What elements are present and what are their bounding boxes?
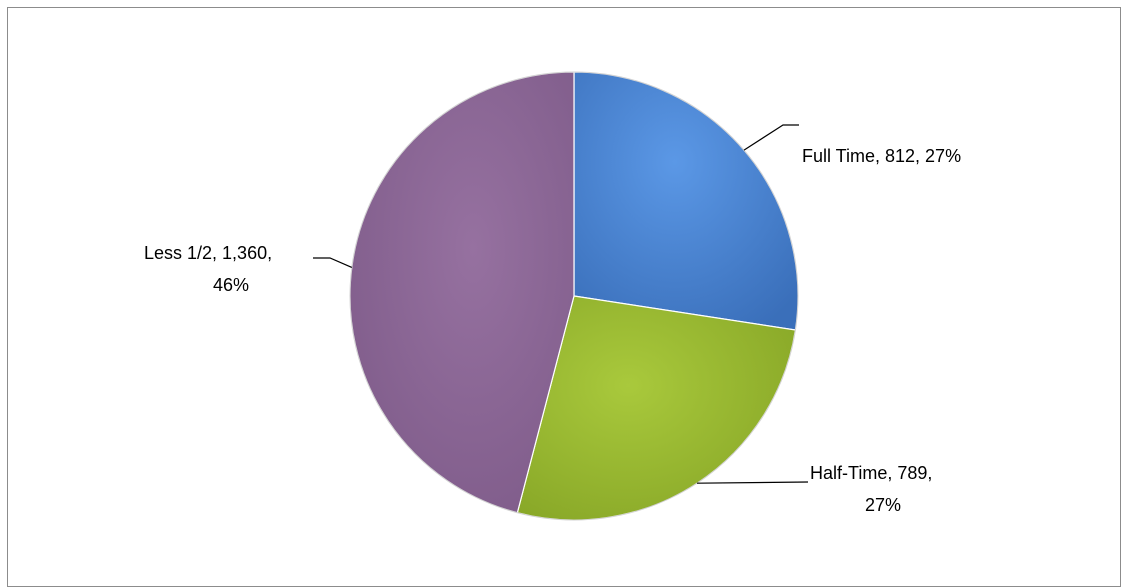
- slice-half-time: [516, 295, 797, 521]
- slice-less-half: [349, 71, 575, 514]
- leader-full-time: [743, 124, 799, 151]
- pie-rim: [349, 71, 799, 521]
- label-less-half-line2: 46%: [213, 275, 249, 295]
- leader-lines: [313, 124, 809, 484]
- slice-labels: Full Time, 812, 27% Half-Time, 789, 27% …: [144, 146, 961, 515]
- leader-less-half: [313, 257, 353, 268]
- pie-slices: [349, 71, 799, 521]
- label-half-time-line2: 27%: [865, 495, 901, 515]
- label-full-time: Full Time, 812, 27%: [802, 146, 961, 166]
- leader-half-time: [696, 481, 809, 484]
- label-less-half-line1: Less 1/2, 1,360,: [144, 243, 272, 263]
- label-half-time-line1: Half-Time, 789,: [810, 463, 932, 483]
- slice-full-time: [573, 71, 799, 331]
